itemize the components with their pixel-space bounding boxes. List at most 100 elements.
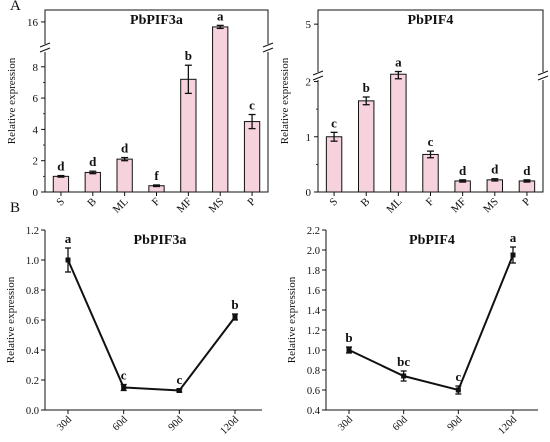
chart-3-xtick-label: 60d [391,414,410,433]
chart-2-ytick-label: 0.6 [26,316,39,327]
chart-0-axis-break-right-stroke-1 [262,42,274,48]
chart-0-axis-break-left-stroke-2 [39,47,51,53]
chart-2-point [121,385,127,390]
chart-2-sig-letter: b [231,297,238,312]
chart-2-ytick-label: 0.0 [26,406,39,417]
chart-1-bar [422,153,439,193]
chart-0-bar [180,78,197,193]
chart-0-title: PbPIF3a [130,13,183,28]
chart-1-axis-break-left-stroke-1 [312,70,324,76]
chart-1-xtick-label: F [424,196,437,209]
chart-1-sig-letter: c [331,115,337,130]
chart-2-ytick-label: 0.8 [26,286,39,297]
chart-1-ytick-label: 5 [306,19,312,31]
chart-0-bar [243,121,261,193]
chart-1-axis-break-left-stroke-2 [312,75,324,81]
chart-3-sig-letter: c [455,369,461,384]
chart-2-ytick-label: 0.2 [26,376,39,387]
chart-2-ylabel: Relative expression [5,276,17,363]
chart-0-xtick-label: MS [207,196,227,216]
chart-3-sig-letter: a [510,230,517,245]
chart-2-series-line [67,259,236,392]
chart-2-sig-letter: c [176,372,182,387]
chart-3-ytick-label: 0.8 [307,366,320,377]
chart-2-ytick-label: 1.0 [26,256,39,267]
chart-3-point [346,347,352,353]
chart-3-sig-letter: b [345,330,352,345]
chart-0-bar [84,171,101,193]
chart-3-ytick-label: 1.2 [307,326,320,337]
chart-3-ytick-label: 2.2 [307,226,320,237]
chart-1-bar [486,179,504,193]
chart-1-axis-break-right-gap [538,72,548,80]
chart-0-sig-letter: a [217,8,224,23]
chart-0-sig-letter: b [185,48,192,63]
chart-0-axis-break-right-gap [263,44,273,52]
chart-1-axis-break-right-stroke-1 [537,70,549,76]
chart-0-axis-break-right-stroke-2 [262,47,274,53]
chart-0-xtick-label: B [85,196,99,210]
chart-2-sig-letter: a [65,231,72,246]
chart-0-sig-letter: d [89,154,97,169]
chart-0-ytick-label: 4 [33,124,39,136]
chart-1-xtick-label: S [327,196,340,209]
chart-1-sig-letter: b [363,80,370,95]
chart-1-ytick-label: 1 [306,132,312,144]
chart-0-xtick-label: F [150,196,163,209]
chart-3-ytick-label: 0.6 [307,386,320,397]
chart-1-sig-letter: c [428,134,434,149]
chart-3-series-line [348,254,514,392]
panel-label-b: B [10,200,21,216]
chart-3-xtick-label: 120d [496,414,519,437]
chart-0-xtick-label: ML [111,195,131,215]
chart-3-point [401,373,407,379]
chart-1-ytick-label: 2 [306,77,312,89]
chart-2-point [232,314,238,320]
chart-0-ylabel: Relative expression [6,57,18,144]
chart-3-xtick-label: 90d [446,414,465,433]
chart-0-ytick-label: 0 [33,187,39,199]
chart-1-title: PbPIF4 [408,13,454,28]
chart-3-sig-letter: bc [397,354,410,369]
chart-1-ylabel: Relative expression [279,57,291,144]
chart-3-ytick-label: 2.0 [307,246,320,257]
chart-3-title: PbPIF4 [409,233,455,248]
chart-3-ytick-label: 1.6 [307,286,320,297]
chart-2-title: PbPIF3a [134,233,187,248]
chart-1-bar [325,136,343,193]
chart-2-ytick-label: 0.4 [26,346,40,357]
chart-0-xtick-label: P [245,196,258,209]
chart-2-sig-letter: c [121,368,127,383]
chart-2-xtick-label: 120d [218,414,241,437]
chart-0-bar [212,26,229,193]
chart-1-sig-letter: d [459,163,467,178]
chart-3-ytick-label: 1.0 [307,346,320,357]
chart-0-ytick-label: 6 [33,93,39,105]
chart-2-xtick-label: 60d [111,414,130,433]
chart-1-axis-break-right-stroke-2 [537,75,549,81]
chart-1-xtick-label: P [520,196,533,209]
chart-0-ytick-label: 2 [33,156,39,168]
chart-1-xtick-label: ML [384,195,404,215]
chart-2-xtick-label: 30d [55,414,74,433]
chart-3-ytick-label: 0.4 [307,406,321,417]
chart-3-ytick-label: 1.4 [307,306,321,317]
chart-1-sig-letter: d [491,162,499,177]
chart-2-point [176,388,182,393]
chart-1-xtick-label: MF [449,196,469,216]
chart-0-ytick-label: 16 [27,17,39,29]
panel-label-a: A [10,0,21,14]
chart-0-sig-letter: c [249,98,255,113]
chart-3-ytick-label: 1.8 [307,266,320,277]
chart-1-ytick-label: 0 [306,187,312,199]
chart-0-axis-break-left-gap [40,44,50,52]
chart-0-xtick-label: MF [175,196,195,216]
chart-2-ytick-label: 1.2 [26,226,39,237]
chart-3-point [455,387,461,393]
chart-0-bar [52,175,70,193]
chart-0-ytick-label: 8 [33,62,39,74]
chart-1-sig-letter: a [395,55,402,70]
chart-1-xtick-label: B [359,196,373,210]
chart-0-axis-break-left-stroke-1 [39,42,51,48]
